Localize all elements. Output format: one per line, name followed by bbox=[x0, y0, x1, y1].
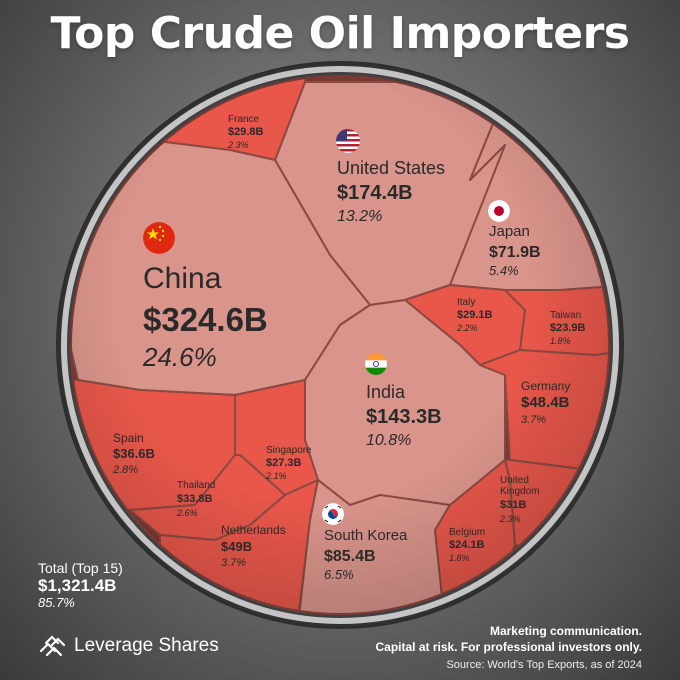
label-value: $143.3B bbox=[366, 406, 442, 429]
china-flag-icon bbox=[143, 222, 175, 254]
label-south-korea: South Korea $85.4B 6.5% bbox=[324, 527, 408, 582]
disclaimer-line-1: Marketing communication. bbox=[489, 624, 642, 638]
total-share: 85.7% bbox=[38, 594, 75, 610]
label-name: Japan bbox=[489, 223, 530, 240]
total-label: Total (Top 15) bbox=[38, 560, 123, 576]
label-name: South Korea bbox=[324, 527, 408, 544]
label-name: Thailand bbox=[177, 480, 216, 491]
label-name: Germany bbox=[521, 379, 571, 393]
label-name: France bbox=[228, 114, 260, 125]
brand-name: Leverage Shares bbox=[74, 635, 219, 656]
label-india: India $143.3B 10.8% bbox=[366, 382, 442, 449]
label-value: $29.1B bbox=[457, 309, 493, 322]
label-name: United Kingdom bbox=[500, 475, 540, 498]
vignette-shade bbox=[72, 77, 608, 613]
label-name: Spain bbox=[113, 431, 144, 445]
label-united-kingdom: United Kingdom $31B 2.3% bbox=[500, 475, 550, 524]
label-netherlands: Netherlands $49B 3.7% bbox=[221, 523, 286, 569]
label-share: 13.2% bbox=[337, 207, 383, 225]
label-value: $36.6B bbox=[113, 446, 155, 462]
label-value: $29.8B bbox=[228, 126, 264, 139]
label-belgium: Belgium $24.1B 1.8% bbox=[449, 527, 485, 563]
label-name: Taiwan bbox=[550, 310, 582, 321]
label-value: $31B bbox=[500, 499, 527, 512]
label-share: 1.8% bbox=[550, 335, 571, 346]
label-france: France $29.8B 2.3% bbox=[228, 114, 263, 150]
label-thailand: Thailand $33.8B 2.6% bbox=[177, 480, 215, 518]
label-share: 2.2% bbox=[457, 322, 478, 333]
total-value: $1,321.4B bbox=[38, 576, 117, 596]
label-value: $33.8B bbox=[177, 493, 213, 506]
india-flag-icon bbox=[365, 353, 387, 375]
label-name: Singapore bbox=[266, 445, 312, 456]
japan-flag-icon bbox=[488, 200, 510, 222]
label-share: 3.7% bbox=[521, 414, 547, 427]
label-united-states: United States $174.4B 13.2% bbox=[337, 158, 445, 225]
label-value: $48.4B bbox=[521, 394, 570, 412]
label-value: $324.6B bbox=[143, 300, 268, 338]
label-name: United States bbox=[337, 158, 446, 178]
disclaimer: Marketing communication. Capital at risk… bbox=[375, 624, 642, 672]
label-value: $85.4B bbox=[324, 547, 376, 565]
label-share: 5.4% bbox=[489, 262, 519, 278]
label-value: $23.9B bbox=[550, 322, 586, 335]
label-spain: Spain $36.6B 2.8% bbox=[113, 431, 155, 476]
label-value: $49B bbox=[221, 539, 253, 555]
label-share: 2.3% bbox=[500, 513, 521, 524]
label-name: Belgium bbox=[449, 527, 486, 538]
label-value: $27.3B bbox=[266, 457, 302, 470]
label-japan: Japan $71.9B 5.4% bbox=[489, 223, 541, 278]
label-taiwan: Taiwan $23.9B 1.8% bbox=[550, 310, 585, 346]
usa-flag-icon bbox=[336, 129, 360, 153]
brand: Leverage Shares bbox=[38, 633, 219, 659]
leverage-shares-logo-icon bbox=[39, 635, 66, 657]
label-share: 2.8% bbox=[113, 463, 139, 476]
label-singapore: Singapore $27.3B 2.1% bbox=[266, 445, 312, 481]
label-value: $71.9B bbox=[489, 243, 541, 261]
total-summary: Total (Top 15) $1,321.4B 85.7% bbox=[38, 560, 123, 611]
label-share: 1.8% bbox=[449, 552, 470, 563]
disclaimer-line-2: Capital at risk. For professional invest… bbox=[375, 639, 642, 654]
label-share: 24.6% bbox=[143, 341, 217, 372]
page-title: Top Crude Oil Importers bbox=[50, 8, 630, 59]
label-germany: Germany $48.4B 3.7% bbox=[521, 379, 571, 427]
label-value: $174.4B bbox=[337, 182, 413, 205]
label-share: 2.6% bbox=[177, 507, 198, 518]
label-china: China $324.6B 24.6% bbox=[143, 262, 268, 372]
source-note: Source: World's Top Exports, as of 2024 bbox=[446, 659, 642, 672]
label-share: 10.8% bbox=[366, 431, 412, 449]
south-korea-flag-icon bbox=[322, 503, 344, 525]
label-share: 6.5% bbox=[324, 566, 354, 582]
label-name: India bbox=[366, 382, 406, 402]
label-name: Italy bbox=[457, 297, 476, 308]
barrel-rim bbox=[61, 66, 619, 624]
label-share: 3.7% bbox=[221, 556, 247, 569]
label-italy: Italy $29.1B 2.2% bbox=[457, 297, 492, 333]
label-value: $24.1B bbox=[449, 539, 485, 552]
label-name: Netherlands bbox=[221, 523, 286, 537]
label-share: 2.1% bbox=[266, 470, 287, 481]
label-share: 2.3% bbox=[228, 139, 249, 150]
label-name: China bbox=[143, 262, 222, 295]
